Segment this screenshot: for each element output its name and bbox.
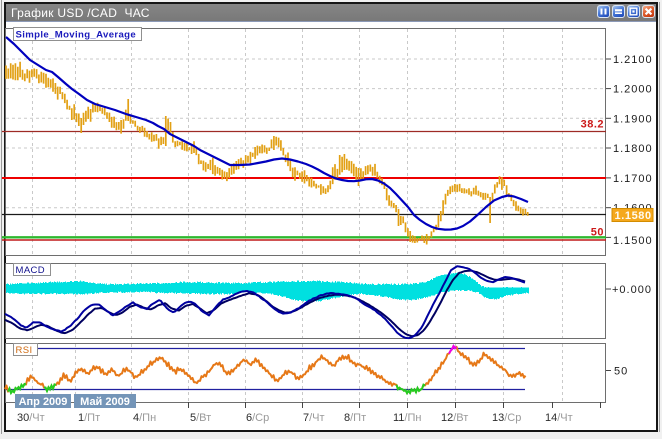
- svg-text:1.1700: 1.1700: [613, 173, 653, 185]
- svg-text:50: 50: [591, 227, 604, 239]
- svg-text:+0.000: +0.000: [612, 284, 652, 296]
- svg-text:Simple_Moving_Average: Simple_Moving_Average: [16, 30, 137, 41]
- svg-text:30/Чт: 30/Чт: [17, 412, 45, 424]
- svg-text:MACD: MACD: [16, 265, 46, 276]
- svg-text:38.2: 38.2: [581, 119, 604, 131]
- svg-text:6/Ср: 6/Ср: [246, 412, 269, 424]
- svg-text:1.1800: 1.1800: [613, 143, 653, 155]
- svg-text:12/Вт: 12/Вт: [441, 412, 468, 424]
- svg-text:5/Вт: 5/Вт: [190, 412, 211, 424]
- svg-text:7/Чт: 7/Чт: [303, 412, 325, 424]
- svg-text:50: 50: [614, 366, 628, 378]
- svg-text:1.2000: 1.2000: [613, 84, 653, 96]
- svg-text:Май 2009: Май 2009: [80, 396, 130, 408]
- svg-text:Апр 2009: Апр 2009: [19, 396, 68, 408]
- svg-text:1.1580: 1.1580: [615, 210, 652, 222]
- svg-text:1.2100: 1.2100: [613, 54, 653, 66]
- svg-text:14/Чт: 14/Чт: [545, 412, 573, 424]
- svg-text:11/Пн: 11/Пн: [393, 412, 421, 424]
- svg-text:4/Пн: 4/Пн: [133, 412, 156, 424]
- svg-text:8/Пт: 8/Пт: [344, 412, 366, 424]
- svg-text:1/Пт: 1/Пт: [78, 412, 100, 424]
- svg-text:RSI: RSI: [16, 345, 33, 356]
- svg-text:1.1900: 1.1900: [613, 113, 653, 125]
- svg-text:1.1500: 1.1500: [613, 235, 653, 247]
- svg-text:13/Ср: 13/Ср: [492, 412, 521, 424]
